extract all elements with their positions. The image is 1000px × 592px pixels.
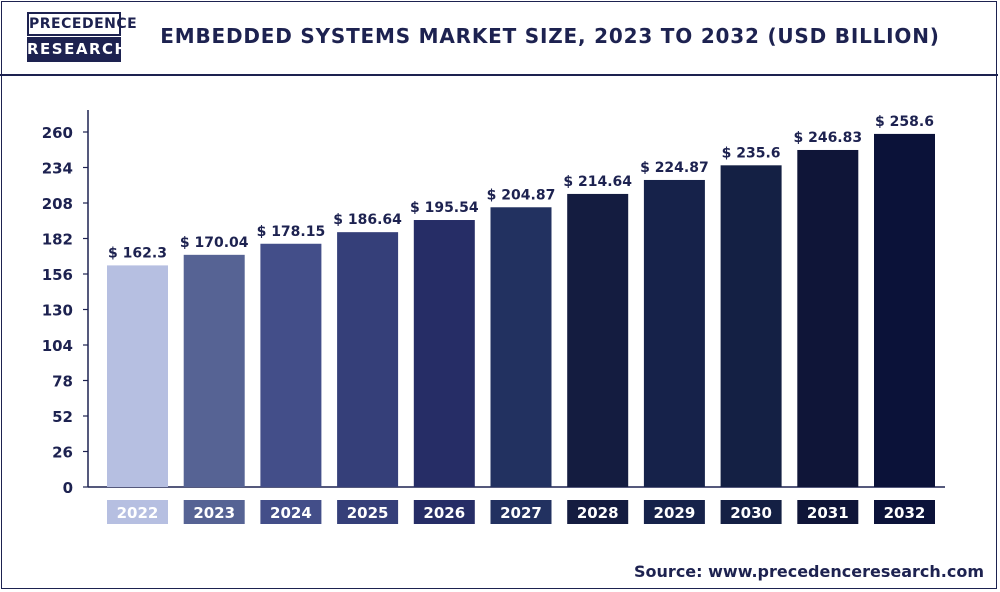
logo-top-text: PRECEDENCE bbox=[27, 12, 137, 36]
x-tick-label: 2027 bbox=[500, 504, 542, 522]
x-tick-label: 2031 bbox=[807, 504, 849, 522]
y-tick-label: 156 bbox=[42, 266, 73, 284]
x-tick-label: 2023 bbox=[193, 504, 235, 522]
bar-data-label: $ 195.54 bbox=[410, 200, 479, 216]
bar bbox=[797, 149, 859, 487]
x-tick-label: 2032 bbox=[884, 504, 926, 522]
bar-data-label: $ 178.15 bbox=[257, 224, 326, 240]
bar bbox=[874, 133, 935, 487]
y-tick-label: 0 bbox=[63, 479, 73, 497]
y-tick-label: 104 bbox=[42, 337, 73, 355]
x-tick-label: 2022 bbox=[117, 504, 159, 522]
category-label-box bbox=[183, 500, 245, 524]
category-label-box bbox=[874, 500, 935, 524]
bar-data-label: $ 186.64 bbox=[333, 212, 402, 228]
y-tick-label: 182 bbox=[42, 231, 73, 249]
bar bbox=[643, 179, 705, 488]
y-tick-label: 78 bbox=[52, 373, 73, 391]
brand-logo: PRECEDENCE RESEARCH bbox=[27, 12, 137, 62]
bar bbox=[260, 243, 322, 487]
category-label-box bbox=[337, 500, 399, 524]
bar-data-label: $ 170.04 bbox=[180, 235, 249, 251]
y-tick-label: 260 bbox=[42, 124, 73, 142]
bar bbox=[413, 220, 475, 487]
y-tick-label: 52 bbox=[52, 408, 73, 426]
y-tick-label: 234 bbox=[42, 160, 73, 178]
bar-data-label: $ 224.87 bbox=[640, 160, 709, 176]
source-note: Source: www.precedenceresearch.com bbox=[634, 562, 984, 581]
y-tick-label: 208 bbox=[42, 195, 73, 213]
x-tick-label: 2025 bbox=[347, 504, 389, 522]
x-tick-label: 2028 bbox=[577, 504, 619, 522]
x-tick-label: 2030 bbox=[730, 504, 772, 522]
category-label-box bbox=[107, 500, 168, 524]
category-label-box bbox=[413, 500, 475, 524]
x-tick-label: 2026 bbox=[423, 504, 465, 522]
bar bbox=[567, 193, 629, 488]
bar-data-label: $ 214.64 bbox=[563, 174, 632, 190]
category-label-box bbox=[720, 500, 782, 524]
category-label-box bbox=[567, 500, 629, 524]
chart-title: EMBEDDED SYSTEMS MARKET SIZE, 2023 TO 20… bbox=[160, 24, 940, 48]
source-label: Source: bbox=[634, 562, 703, 581]
bar-data-label: $ 246.83 bbox=[793, 130, 862, 146]
bar-data-label: $ 204.87 bbox=[487, 187, 556, 203]
bar-data-label: $ 162.3 bbox=[108, 245, 167, 261]
bar-data-label: $ 235.6 bbox=[722, 145, 781, 161]
category-label-box bbox=[490, 500, 552, 524]
x-tick-label: 2024 bbox=[270, 504, 312, 522]
bar bbox=[720, 165, 782, 488]
bar bbox=[490, 207, 552, 487]
y-tick-label: 130 bbox=[42, 302, 73, 320]
category-label-box bbox=[643, 500, 705, 524]
y-tick-label: 26 bbox=[52, 444, 73, 462]
source-url: www.precedenceresearch.com bbox=[708, 562, 984, 581]
bar bbox=[183, 254, 245, 487]
bar-data-label: $ 258.6 bbox=[875, 114, 934, 130]
logo-bottom-text: RESEARCH bbox=[27, 37, 127, 62]
category-label-box bbox=[797, 500, 859, 524]
bar bbox=[107, 265, 168, 487]
bar bbox=[337, 232, 399, 487]
x-tick-label: 2029 bbox=[654, 504, 696, 522]
header: PRECEDENCE RESEARCH EMBEDDED SYSTEMS MAR… bbox=[0, 0, 998, 76]
category-label-box bbox=[260, 500, 322, 524]
